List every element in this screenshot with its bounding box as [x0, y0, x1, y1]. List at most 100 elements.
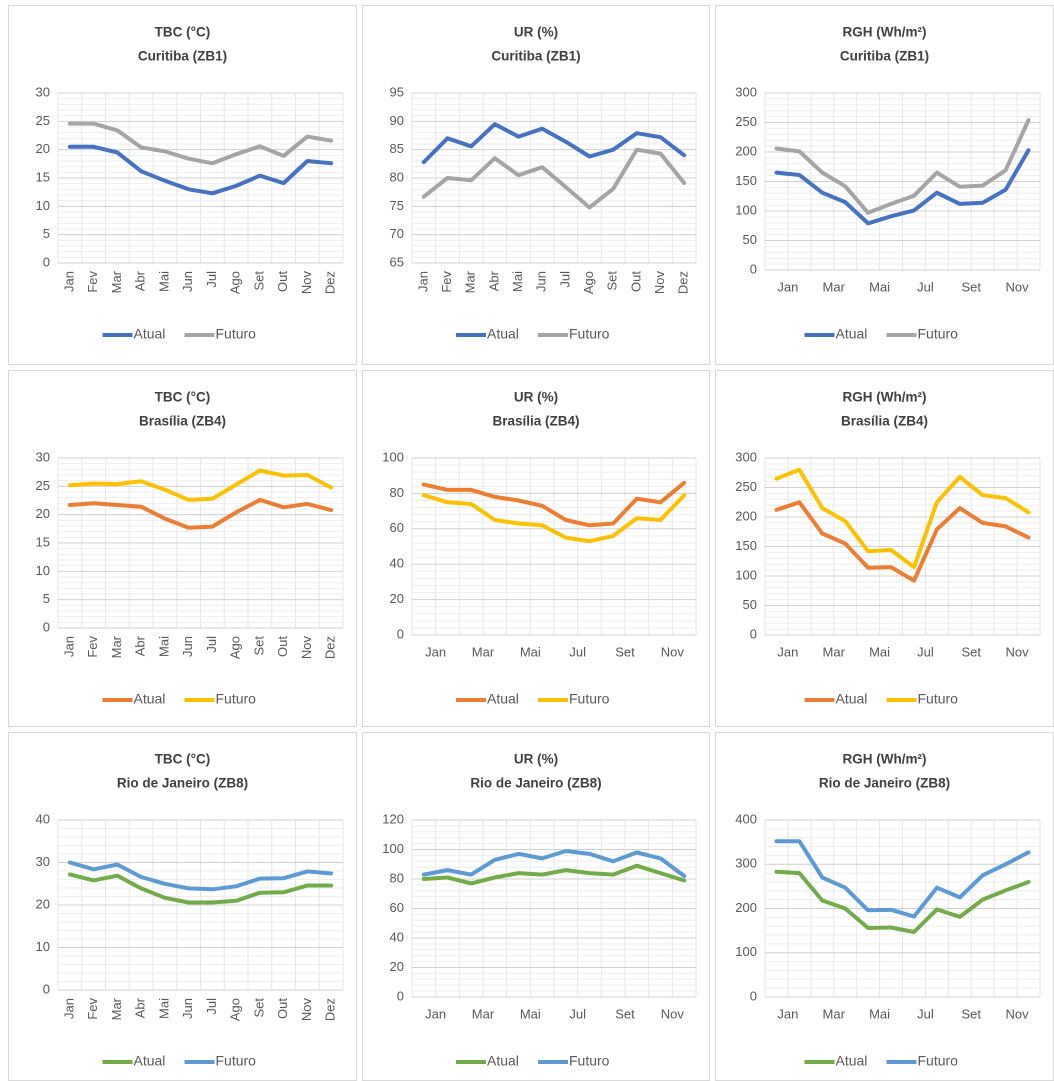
x-tick-label: Dez: [323, 636, 338, 659]
x-tick-label: Nov: [661, 1006, 685, 1021]
x-tick-label: Mai: [869, 644, 890, 659]
y-tick-label: 50: [743, 597, 757, 612]
x-tick-label: Jul: [917, 1006, 934, 1021]
legend-label: Futuro: [216, 691, 257, 707]
chart-title: TBC (°C): [155, 390, 211, 405]
y-tick-label: 20: [390, 591, 404, 606]
x-tick-label: Ago: [581, 271, 596, 294]
chart-panel: TBC (°C) Rio de Janeiro (ZB8) 0 10 20 30 40 Jan…: [8, 732, 357, 1081]
x-tick-label: Nov: [661, 644, 685, 659]
x-tick-label: Nov: [299, 271, 314, 295]
y-tick-label: 25: [36, 113, 50, 128]
y-tick-label: 15: [36, 534, 50, 549]
chart-subtitle: Brasília (ZB4): [139, 414, 226, 429]
x-tick-label: Mar: [472, 644, 495, 659]
panel-border: [362, 370, 710, 727]
panel-border: [362, 732, 710, 1081]
y-tick-label: 100: [735, 202, 757, 217]
x-tick-label: Jan: [425, 1006, 446, 1021]
legend-label: Atual: [487, 1053, 519, 1069]
chart-subtitle: Rio de Janeiro (ZB8): [117, 776, 248, 791]
x-tick-label: Jul: [204, 998, 219, 1015]
data-line: [421, 480, 687, 528]
x-tick-label: Nov: [1006, 1006, 1030, 1021]
chart-title: RGH (Wh/m²): [843, 25, 927, 40]
y-tick-label: 20: [390, 959, 404, 974]
chart-panel: UR (%) Brasília (ZB4) 0 20 40 60 80 100 Jan Mar Ma…: [362, 370, 710, 727]
legend-label: Futuro: [918, 691, 959, 707]
x-tick-label: Dez: [676, 271, 691, 294]
x-tick-label: Mar: [463, 270, 478, 293]
data-line: [774, 839, 1031, 919]
x-tick-label: Jun: [180, 271, 195, 292]
legend-label: Atual: [487, 326, 519, 342]
y-tick-label: 300: [735, 84, 757, 99]
y-tick-label: 40: [36, 811, 50, 826]
x-tick-label: Set: [615, 1006, 635, 1021]
y-tick-label: 60: [390, 900, 404, 915]
data-line: [774, 869, 1031, 934]
y-tick-label: 250: [735, 114, 757, 129]
y-tick-label: 95: [390, 84, 404, 99]
chart-panel: RGH (Wh/m²) Brasília (ZB4) 0 50 100 150 200 250…: [715, 370, 1054, 727]
x-tick-label: Jul: [917, 279, 934, 294]
y-tick-label: 300: [735, 449, 757, 464]
data-line: [421, 122, 687, 165]
x-tick-label: Out: [275, 998, 290, 1019]
x-tick-label: Mar: [823, 644, 846, 659]
legend-label: Atual: [487, 691, 519, 707]
x-tick-label: Set: [251, 998, 266, 1018]
data-line: [421, 849, 687, 878]
legend-label: Futuro: [918, 326, 959, 342]
x-tick-label: Mar: [109, 635, 124, 658]
legend-label: Futuro: [216, 1053, 257, 1069]
x-tick-label: Nov: [1006, 644, 1030, 659]
x-tick-label: Jul: [557, 271, 572, 288]
chart-title: UR (%): [514, 752, 558, 767]
x-tick-label: Jul: [917, 644, 934, 659]
x-tick-label: Nov: [652, 271, 667, 295]
legend-label: Atual: [134, 691, 166, 707]
y-tick-label: 65: [390, 254, 404, 269]
panel-border: [8, 732, 357, 1081]
data-line: [67, 144, 334, 196]
data-line: [67, 872, 334, 905]
y-tick-label: 10: [36, 939, 50, 954]
legend-label: Futuro: [569, 326, 610, 342]
y-tick-label: 10: [36, 563, 50, 578]
x-tick-label: Mai: [156, 271, 171, 292]
x-tick-label: Out: [275, 271, 290, 292]
y-tick-label: 400: [735, 811, 757, 826]
x-tick-label: Dez: [323, 271, 338, 294]
x-tick-label: Out: [275, 636, 290, 657]
x-tick-label: Set: [961, 644, 981, 659]
x-tick-label: Mai: [869, 279, 890, 294]
y-tick-label: 40: [390, 556, 404, 571]
y-tick-label: 200: [735, 143, 757, 158]
y-tick-label: 150: [735, 538, 757, 553]
y-tick-label: 85: [390, 141, 404, 156]
legend-label: Futuro: [216, 326, 257, 342]
chart-subtitle: Rio de Janeiro (ZB8): [470, 776, 601, 791]
x-tick-label: Set: [615, 644, 635, 659]
x-tick-label: Ago: [228, 271, 243, 294]
y-tick-label: 20: [36, 896, 50, 911]
x-tick-label: Fev: [85, 636, 100, 658]
x-tick-label: Jan: [425, 644, 446, 659]
x-tick-label: Jan: [777, 279, 798, 294]
legend-label: Futuro: [569, 1053, 610, 1069]
y-tick-label: 0: [397, 626, 404, 641]
legend-label: Futuro: [918, 1053, 959, 1069]
data-line: [774, 500, 1031, 583]
y-tick-label: 80: [390, 870, 404, 885]
y-tick-label: 200: [735, 900, 757, 915]
data-line: [774, 148, 1031, 226]
y-tick-label: 100: [735, 567, 757, 582]
y-tick-label: 30: [36, 449, 50, 464]
chart-title: TBC (°C): [155, 752, 211, 767]
data-line: [67, 860, 334, 892]
y-tick-label: 0: [750, 988, 757, 1003]
chart-title: RGH (Wh/m²): [843, 752, 927, 767]
legend-label: Atual: [836, 326, 868, 342]
